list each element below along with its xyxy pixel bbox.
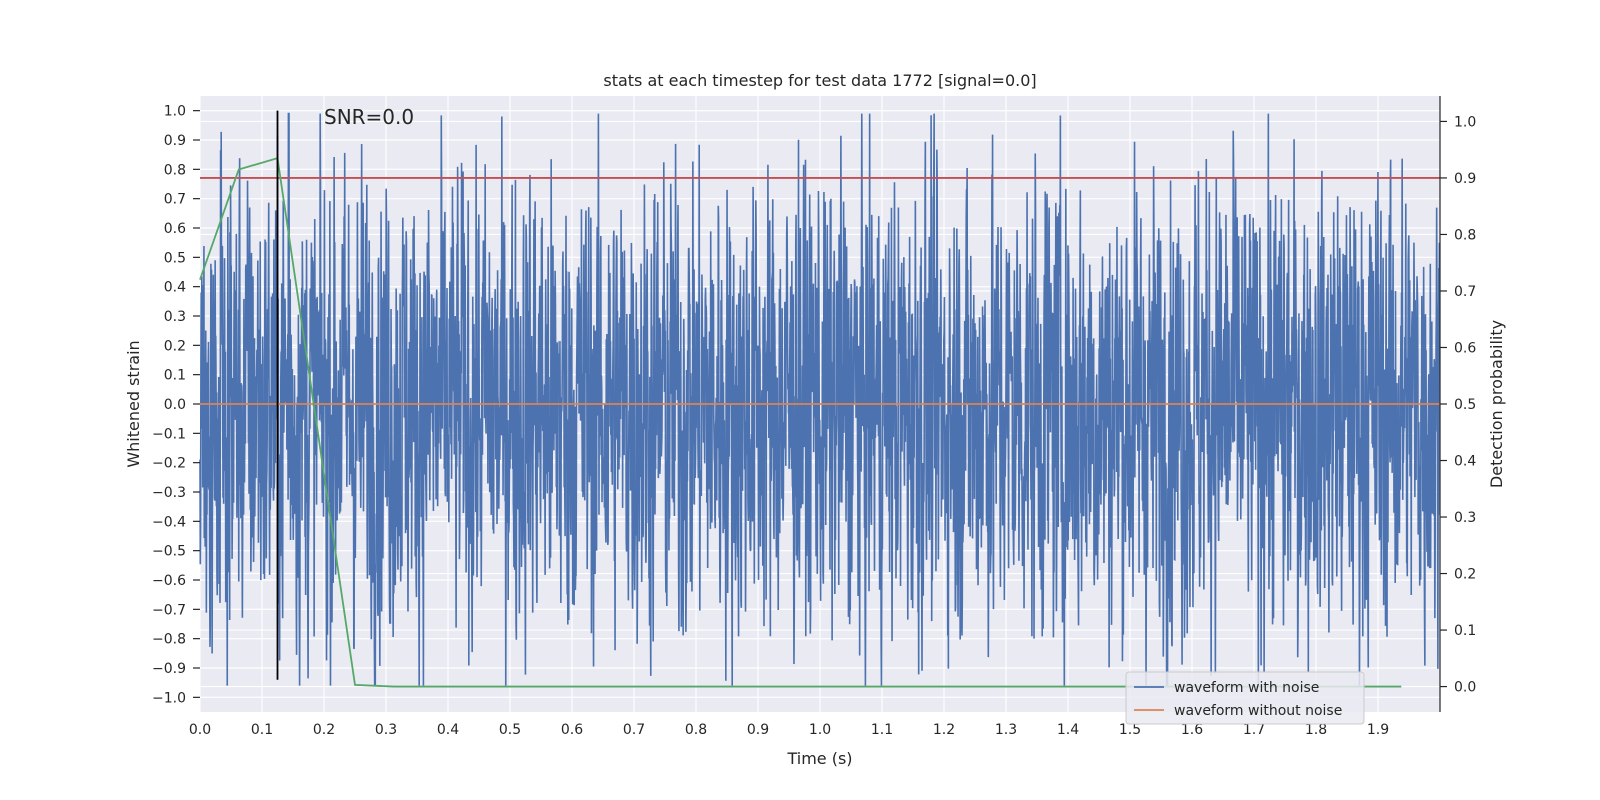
x-tick-label: 1.6	[1181, 722, 1203, 738]
x-tick-label: 1.5	[1119, 722, 1141, 738]
y-axis-label: Whitened strain	[124, 340, 143, 467]
x-tick-label: 1.0	[809, 722, 831, 738]
y2-tick-label: 0.6	[1454, 340, 1476, 356]
y-tick-label: 0.1	[164, 368, 186, 384]
noise-waveform-line	[199, 112, 1441, 686]
legend-entry-clean: waveform without noise	[1174, 703, 1342, 719]
y-tick-label: −0.1	[152, 426, 186, 442]
axes: 0.0 0.1 0.2 0.3 0.4 0.5 0.6 0.7 0.8 0.9 1.0 1.1 1.2 1…	[152, 96, 1476, 738]
y-tick-label: 1.0	[164, 104, 186, 120]
x-tick-label: 0.0	[189, 722, 211, 738]
y2-tick-label: 0.9	[1454, 171, 1476, 187]
y-tick-label: 0.9	[164, 133, 186, 149]
y-tick-label: −0.8	[152, 632, 186, 648]
x-tick-label: 0.2	[313, 722, 335, 738]
y-tick-label: 0.8	[164, 162, 186, 178]
y-tick-label: 0.7	[164, 192, 186, 208]
y-tick-label: 0.6	[164, 221, 186, 237]
x-tick-label: 1.3	[995, 722, 1017, 738]
x-tick-label: 0.3	[375, 722, 397, 738]
y2-axis-label: Detection probability	[1487, 320, 1506, 488]
y2-tick-label: 0.4	[1454, 454, 1476, 470]
y2-tick-label: 0.5	[1454, 397, 1476, 413]
x-tick-label: 0.4	[437, 722, 459, 738]
x-tick-label: 0.9	[747, 722, 769, 738]
y2-tick-label: 1.0	[1454, 114, 1476, 130]
y2-tick-label: 0.8	[1454, 227, 1476, 243]
y-tick-label: −0.2	[152, 456, 186, 472]
x-tick-label: 1.8	[1305, 722, 1327, 738]
x-tick-label: 0.7	[623, 722, 645, 738]
y-tick-label: −0.3	[152, 485, 186, 501]
x-tick-label: 0.6	[561, 722, 583, 738]
y2-tick-label: 0.3	[1454, 510, 1476, 526]
legend-box	[1125, 671, 1365, 725]
legend-entry-noise: waveform with noise	[1174, 680, 1319, 696]
y-tick-label: 0.2	[164, 338, 186, 354]
y-tick-label: −0.4	[152, 514, 186, 530]
y-tick-label: −0.9	[152, 661, 186, 677]
y2-tick-label: 0.2	[1454, 567, 1476, 583]
x-tick-label: 0.5	[499, 722, 521, 738]
detection-probability-line	[199, 157, 1402, 688]
y-tick-label: −0.6	[152, 573, 186, 589]
snr-annotation: SNR=0.0	[324, 105, 414, 129]
legend: waveform with noise waveform without noi…	[1125, 671, 1365, 725]
x-tick-label: 1.9	[1367, 722, 1389, 738]
y2-tick-label: 0.7	[1454, 284, 1476, 300]
chart-title: stats at each timestep for test data 177…	[603, 71, 1036, 90]
x-tick-label: 0.8	[685, 722, 707, 738]
y-tick-label: −1.0	[152, 690, 186, 706]
y-tick-label: 0.0	[164, 397, 186, 413]
y-tick-label: −0.7	[152, 602, 186, 618]
x-tick-label: 1.2	[933, 722, 955, 738]
x-tick-label: 1.1	[871, 722, 893, 738]
x-tick-label: 0.1	[251, 722, 273, 738]
x-tick-label: 1.7	[1243, 722, 1265, 738]
x-tick-label: 1.4	[1057, 722, 1079, 738]
y-tick-label: 0.3	[164, 309, 186, 325]
y2-tick-label: 0.0	[1454, 680, 1476, 696]
y-tick-label: 0.5	[164, 250, 186, 266]
y-tick-label: −0.5	[152, 544, 186, 560]
x-axis-label: Time (s)	[786, 749, 852, 768]
y2-tick-label: 0.1	[1454, 623, 1476, 639]
series-layer	[199, 110, 1441, 688]
y-tick-label: 0.4	[164, 280, 186, 296]
